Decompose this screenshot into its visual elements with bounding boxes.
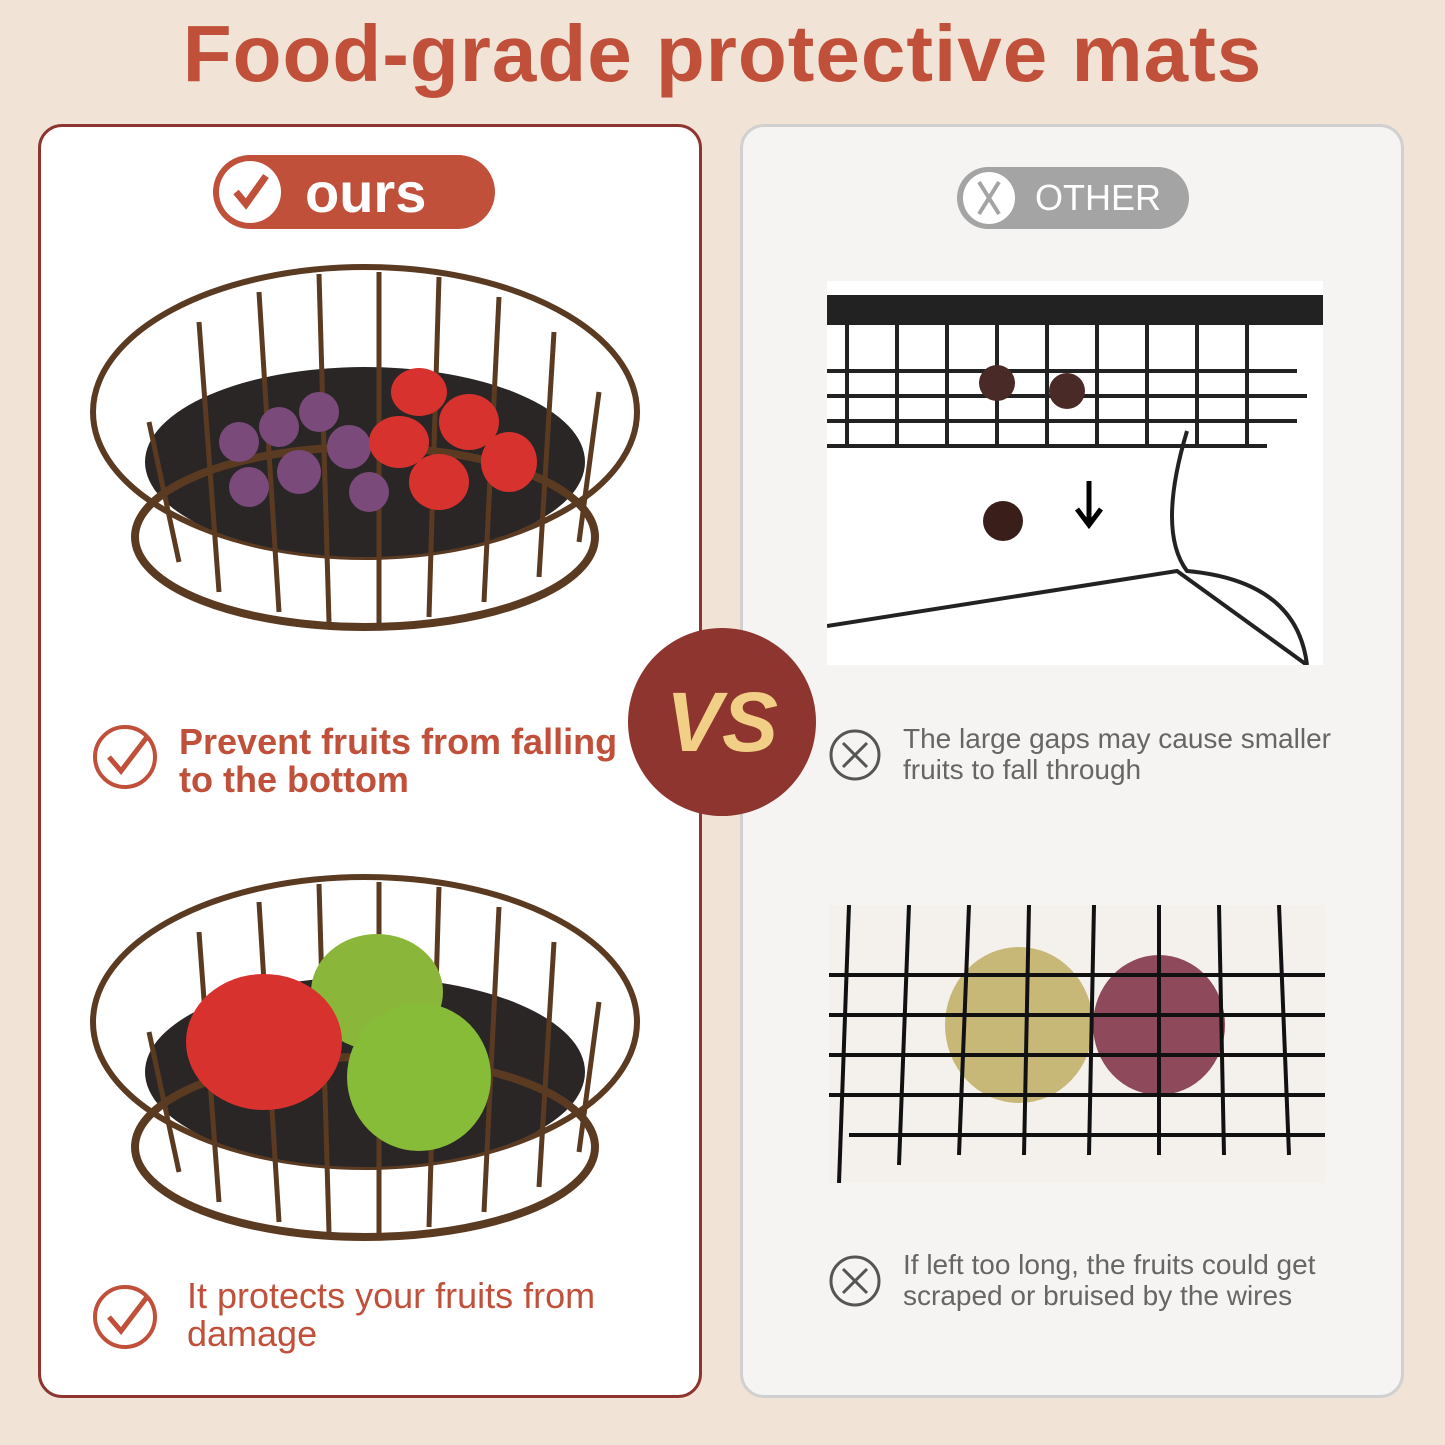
check-circle-icon [93, 725, 157, 789]
other-label: OTHER [1035, 177, 1161, 218]
ours-label: ours [305, 160, 427, 224]
feature-text: Prevent fruits from falling to the botto… [179, 721, 618, 800]
feature-prevent-falling: Prevent fruits from falling to the botto… [91, 723, 619, 799]
x-circle-icon [829, 1255, 881, 1307]
basket-grapes-strawberries-image [90, 264, 640, 631]
other-panel: OTHER The large gaps may cause smaller f… [740, 124, 1404, 1398]
ours-panel: ours Prevent fruits from falling to the … [38, 124, 702, 1398]
feature-text: The large gaps may cause smaller fruits … [903, 723, 1331, 785]
wire-rack-gap-image [827, 281, 1323, 665]
vs-badge: VS [628, 628, 816, 816]
x-circle-icon [829, 729, 881, 781]
check-circle-icon [93, 1285, 157, 1349]
feature-large-gaps: The large gaps may cause smaller fruits … [827, 723, 1373, 785]
feature-protects: It protects your fruits from damage [91, 1277, 607, 1353]
feature-text: If left too long, the fruits could get s… [903, 1249, 1316, 1311]
ours-badge: ours [213, 155, 495, 229]
feature-scraped: If left too long, the fruits could get s… [827, 1249, 1373, 1311]
x-icon [963, 172, 1015, 224]
wire-basket-bruise-image [829, 905, 1325, 1183]
other-badge: OTHER [957, 167, 1189, 229]
basket-apples-image [90, 874, 640, 1241]
feature-text: It protects your fruits from damage [187, 1275, 596, 1354]
check-icon [219, 161, 281, 223]
page-title: Food-grade protective mats [182, 9, 1263, 98]
